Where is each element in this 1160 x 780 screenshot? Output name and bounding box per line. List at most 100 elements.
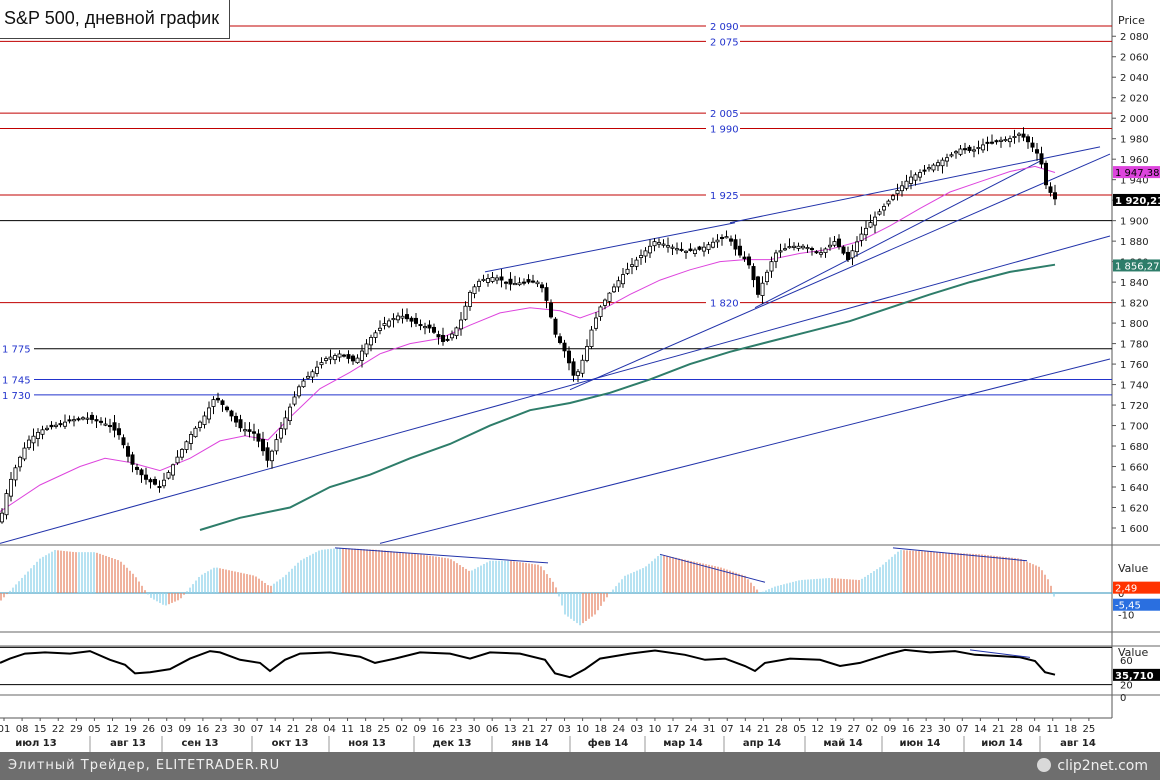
candle-body	[238, 419, 243, 429]
candle-body	[26, 439, 31, 449]
candle-body	[427, 324, 432, 329]
candle-body	[828, 244, 833, 248]
candle-body	[467, 291, 472, 307]
candle-body	[832, 241, 837, 246]
x-tick-label: 14	[974, 724, 987, 735]
candle-body	[819, 252, 824, 255]
candle-body	[400, 315, 405, 319]
candle-body	[206, 407, 211, 420]
level-label: 2 005	[710, 109, 739, 120]
footer-watermark: clip2net.com	[1037, 752, 1148, 780]
trendline	[569, 153, 1111, 391]
candle-body	[630, 264, 635, 267]
candle-body	[112, 422, 117, 431]
candle-body	[931, 164, 936, 171]
candle-body	[967, 146, 972, 151]
candle-body	[643, 250, 648, 257]
trendline	[754, 160, 1041, 309]
candle-body	[40, 429, 45, 435]
ma-fast-line	[0, 165, 1056, 513]
candle-body	[341, 354, 346, 357]
candle-body	[603, 299, 608, 306]
candle-body	[422, 326, 427, 329]
candle-body	[1026, 136, 1031, 143]
level-label-bg	[0, 388, 34, 401]
candle-body	[720, 236, 725, 239]
x-tick-label: 17	[667, 724, 680, 735]
candle-body	[846, 251, 851, 260]
candle-body	[625, 268, 630, 274]
candle-body	[580, 359, 585, 374]
candle-body	[634, 259, 639, 267]
candle-body	[558, 336, 563, 343]
hist-badge-label: 2,49	[1115, 584, 1137, 595]
candle-body	[220, 400, 225, 405]
candle-body	[657, 242, 662, 245]
x-tick-label: 16	[902, 724, 915, 735]
x-tick-label: 21	[522, 724, 535, 735]
candle-body	[319, 362, 324, 366]
candle-body	[981, 144, 986, 151]
x-tick-label: 07	[721, 724, 734, 735]
candle-body	[431, 326, 436, 333]
price-tick-label: 1 660	[1120, 463, 1149, 474]
x-tick-label: 25	[1083, 724, 1096, 735]
month-label: сен 13	[181, 738, 218, 749]
candle-body	[954, 151, 959, 154]
candle-body	[233, 415, 238, 423]
x-tick-label: 08	[16, 724, 29, 735]
chart-title: S&P 500, дневной график	[0, 0, 231, 39]
candle-body	[310, 371, 315, 378]
month-label: апр 14	[743, 738, 781, 749]
candle-body	[823, 248, 828, 253]
price-tick-label: 1 940	[1120, 176, 1149, 187]
candle-body	[94, 419, 99, 422]
candle-body	[274, 439, 279, 452]
hist-divergence-line	[334, 547, 549, 564]
candle-body	[481, 278, 486, 281]
candle-body	[413, 317, 418, 324]
month-label: май 14	[823, 738, 862, 749]
candle-body	[616, 280, 621, 288]
x-tick-label: 09	[178, 724, 191, 735]
candle-body	[490, 277, 495, 282]
candle-body	[404, 314, 409, 320]
candle-body	[1003, 139, 1008, 142]
osc-badge	[1113, 668, 1160, 681]
x-tick-label: 28	[1010, 724, 1023, 735]
x-tick-label: 19	[829, 724, 842, 735]
x-tick-label: 28	[775, 724, 788, 735]
candle-body	[810, 248, 815, 251]
price-tick-label: 1 600	[1120, 524, 1149, 535]
candle-body	[463, 305, 468, 320]
price-badge-label: 1 947,38	[1115, 168, 1160, 179]
x-tick-label: 05	[793, 724, 806, 735]
month-label: июл 13	[15, 738, 56, 749]
x-tick-label: 16	[432, 724, 445, 735]
candle-body	[67, 419, 72, 422]
candle-body	[535, 281, 540, 285]
x-tick-label: 11	[1046, 724, 1059, 735]
candle-body	[963, 148, 968, 151]
candle-body	[242, 429, 247, 432]
candle-body	[391, 318, 396, 321]
candle-body	[170, 464, 175, 476]
osc-tick-label: 60	[1120, 656, 1133, 667]
candle-body	[864, 227, 869, 236]
candle-body	[661, 243, 666, 246]
level-label-bg	[706, 107, 740, 120]
candle-body	[296, 386, 301, 397]
candle-body	[562, 342, 567, 352]
price-tick-label: 1 760	[1120, 360, 1149, 371]
price-tick-label: 1 780	[1120, 340, 1149, 351]
candle-body	[945, 157, 950, 162]
candle-body	[976, 147, 981, 150]
candle-body	[607, 292, 612, 302]
candle-body	[684, 250, 689, 253]
candle-body	[891, 195, 896, 200]
candle-body	[31, 435, 36, 444]
candle-body	[440, 334, 445, 342]
month-label: фев 14	[588, 737, 628, 749]
candle-body	[373, 332, 378, 338]
level-label: 2 075	[710, 37, 739, 48]
